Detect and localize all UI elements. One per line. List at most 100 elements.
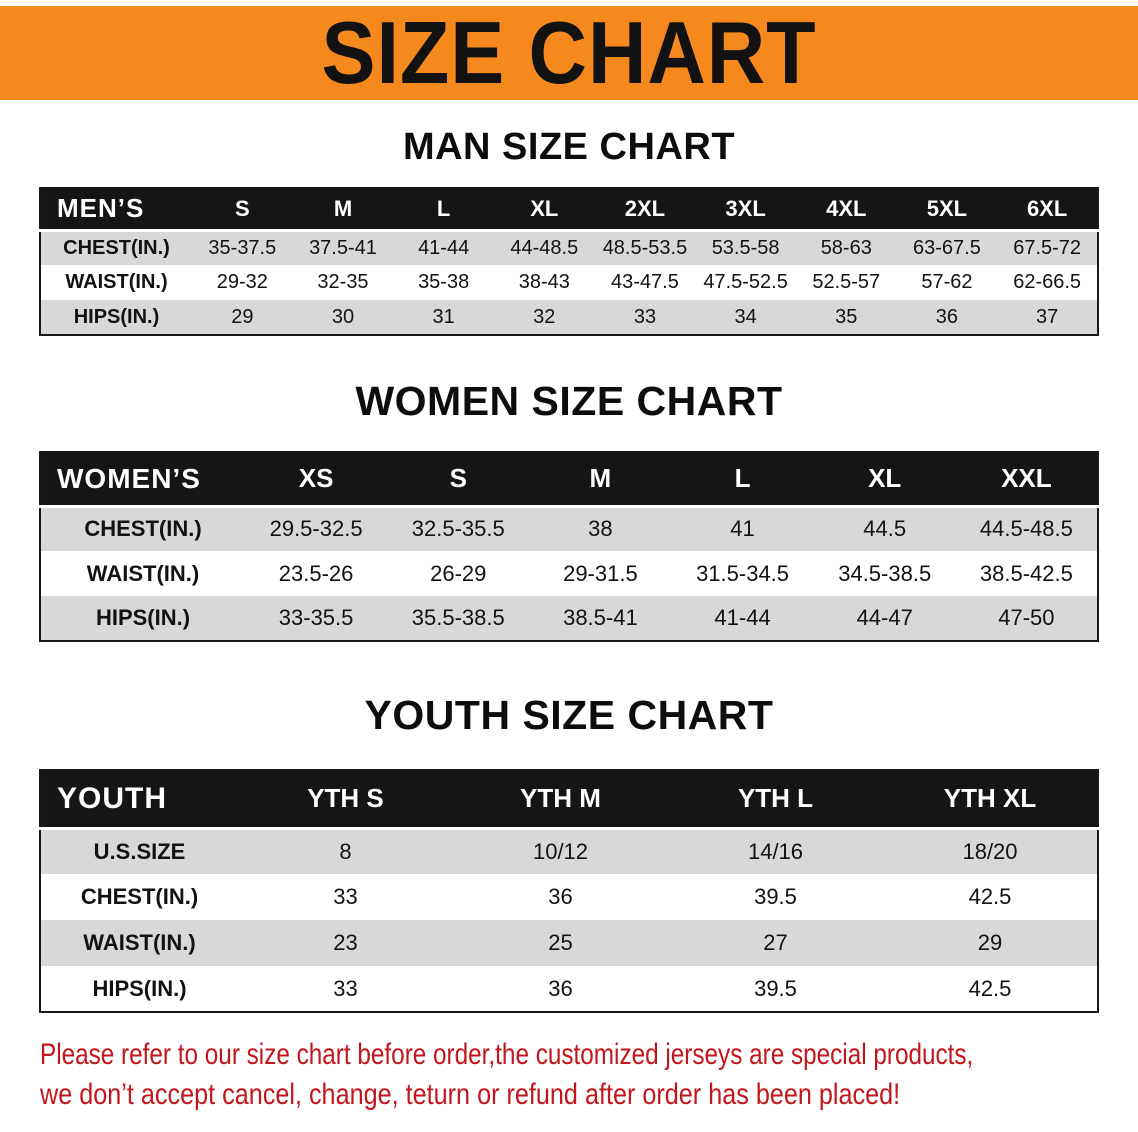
size-header-cell: XS [245, 452, 388, 506]
table-row: U.S.SIZE 8 10/12 14/16 18/20 [40, 826, 1098, 874]
value-cell: 44-48.5 [493, 228, 595, 265]
value-cell: 35 [835, 305, 858, 328]
value-cell: 33 [633, 305, 657, 328]
value-cell: 38 [529, 504, 672, 551]
value-cell: 48.5-53.5 [594, 228, 696, 265]
table-row: WAIST(IN.) 23 25 27 29 [40, 920, 1098, 966]
row-label: WAIST(IN.) [86, 560, 200, 586]
table-row: CHEST(IN.) 33 36 39.5 42.5 [40, 874, 1098, 920]
value-cell: 37.5-41 [292, 228, 394, 265]
value-cell: 32 [533, 305, 556, 328]
size-header-cell: YTH L [668, 770, 883, 828]
value-cell: 29 [231, 305, 254, 328]
value-cell: 23.5-26 [278, 560, 354, 586]
row-label: CHEST(IN.) [80, 884, 199, 909]
value-cell: 38.5-42.5 [979, 560, 1073, 586]
value-cell: 35-38 [418, 271, 470, 293]
men-size-table: MEN’S S M L XL 2XL 3XL 4XL 5XL 6XL CHEST(IN.) 35-37… [39, 187, 1099, 336]
size-header-cell: 6XL [997, 188, 1098, 230]
value-cell: 38-43 [518, 271, 570, 293]
size-header-cell: L [671, 452, 814, 506]
value-cell: 67.5-72 [997, 228, 1098, 265]
women-size-section: WOMEN SIZE CHART WOMEN’S XS S M L XL XXL CHEST(… [0, 378, 1138, 642]
table-title-cell: YOUTH [40, 770, 238, 828]
size-header-cell: YTH S [238, 770, 453, 828]
table-row: WAIST(IN.) 23.5-26 26-29 29-31.5 31.5-34.5 34… [40, 551, 1098, 596]
value-cell: 53.5-58 [695, 228, 796, 265]
size-header-cell: L [393, 188, 494, 230]
value-cell: 38.5-41 [563, 605, 638, 630]
value-cell: 58-63 [795, 228, 897, 265]
row-label: U.S.SIZE [40, 826, 238, 874]
women-size-chart-title: WOMEN SIZE CHART [355, 378, 783, 424]
value-cell: 52.5-57 [812, 271, 881, 293]
size-header-cell: S [192, 188, 293, 230]
row-label: CHEST(IN.) [40, 228, 192, 265]
header-row: MEN’S S M L XL 2XL 3XL 4XL 5XL 6XL [40, 188, 1098, 230]
row-label: WAIST(IN.) [83, 930, 196, 955]
value-cell: 39.5 [754, 884, 797, 909]
row-label: CHEST(IN.) [40, 504, 245, 551]
row-label: HIPS(IN.) [92, 975, 187, 1001]
header-row: WOMEN’S XS S M L XL XXL [40, 452, 1098, 506]
value-cell: 41-44 [714, 605, 771, 630]
value-cell: 23 [333, 930, 358, 955]
size-header-cell: 3XL [695, 188, 796, 230]
value-cell: 18/20 [883, 826, 1098, 874]
value-cell: 44-47 [856, 605, 913, 630]
value-cell: 27 [763, 930, 788, 955]
value-cell: 30 [331, 305, 355, 328]
size-header-cell: M [292, 188, 394, 230]
value-cell: 63-67.5 [896, 228, 998, 265]
size-header-cell: XL [813, 452, 956, 506]
value-cell: 35.5-38.5 [411, 605, 505, 630]
row-label: WAIST(IN.) [65, 271, 168, 293]
value-cell: 32.5-35.5 [387, 504, 530, 551]
value-cell: 32-35 [317, 271, 369, 293]
table-row: CHEST(IN.) 35-37.5 37.5-41 41-44 44-48.5 48.5… [40, 228, 1098, 265]
value-cell: 43-47.5 [611, 271, 679, 293]
value-cell: 29.5-32.5 [245, 504, 388, 551]
youth-size-section: YOUTH SIZE CHART YOUTH YTH S YTH M YTH L YTH… [0, 692, 1138, 1013]
disclaimer-row: we don’t accept cancel, change, teturn o… [40, 1075, 1138, 1115]
value-cell: 31.5-34.5 [696, 560, 790, 586]
value-cell: 42.5 [968, 975, 1012, 1001]
size-header-cell: XXL [955, 452, 1098, 506]
youth-size-table: YOUTH YTH S YTH M YTH L YTH XL U.S.SIZE 8 10/12… [39, 769, 1099, 1013]
disclaimer-line-1: Please refer to our size chart before or… [40, 1038, 974, 1071]
value-cell: 36 [548, 975, 573, 1001]
value-cell: 33 [333, 975, 358, 1001]
value-cell: 41-44 [393, 228, 494, 265]
value-cell: 14/16 [668, 826, 883, 874]
size-header-cell: S [387, 452, 530, 506]
table-row: HIPS(IN.) 33-35.5 35.5-38.5 38.5-41 41-44 44-… [40, 596, 1098, 641]
value-cell: 31 [432, 305, 455, 328]
value-cell: 41 [671, 504, 814, 551]
value-cell: 25 [548, 930, 573, 955]
value-cell: 29-31.5 [563, 560, 638, 586]
page-title: SIZE CHART [321, 3, 817, 102]
value-cell: 26-29 [430, 560, 487, 586]
table-row: HIPS(IN.) 33 36 39.5 42.5 [40, 966, 1098, 1012]
value-cell: 8 [238, 826, 453, 874]
value-cell: 42.5 [968, 884, 1012, 909]
size-header-cell: 4XL [795, 188, 897, 230]
value-cell: 10/12 [453, 826, 668, 874]
men-size-chart-title: MAN SIZE CHART [402, 126, 736, 168]
men-size-section: MAN SIZE CHART MEN’S S M L XL 2XL 3XL 4XL 5XL 6XL… [0, 126, 1138, 336]
value-cell: 57-62 [921, 271, 973, 293]
value-cell: 47-50 [998, 605, 1055, 630]
value-cell: 36 [548, 884, 573, 909]
size-header-cell: XL [493, 188, 595, 230]
value-cell: 33 [333, 884, 358, 909]
size-header-cell: 2XL [594, 188, 696, 230]
value-cell: 34.5-38.5 [838, 560, 932, 586]
youth-size-chart-title: YOUTH SIZE CHART [364, 692, 774, 738]
value-cell: 36 [935, 305, 959, 328]
value-cell: 29 [977, 930, 1003, 955]
table-row: WAIST(IN.) 29-32 32-35 35-38 38-43 43-47.5 47.… [40, 265, 1098, 300]
value-cell: 35-37.5 [192, 228, 293, 265]
value-cell: 33-35.5 [278, 605, 354, 630]
size-header-cell: YTH XL [883, 770, 1098, 828]
row-label: HIPS(IN.) [95, 605, 191, 630]
